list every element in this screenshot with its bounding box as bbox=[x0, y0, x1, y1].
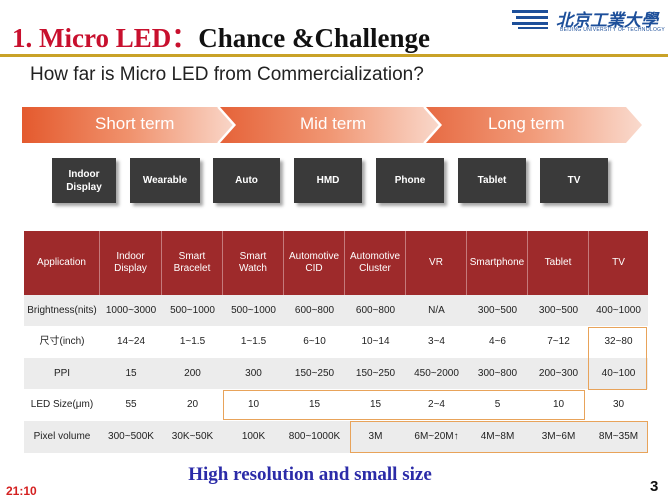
category-hmd: HMD bbox=[294, 158, 362, 203]
table-cell: 14~24 bbox=[100, 326, 162, 358]
slide-title-prefix: 1. Micro LED： bbox=[12, 23, 199, 53]
table-cell: 尺寸(inch) bbox=[24, 326, 100, 358]
title-rule bbox=[0, 54, 668, 57]
table-cell: 450~2000 bbox=[406, 358, 467, 389]
table-cell: 4~6 bbox=[467, 326, 528, 358]
table-cell: 300~500K bbox=[100, 421, 162, 453]
category-indoor-display: Indoor Display bbox=[52, 158, 116, 203]
table-cell: 30 bbox=[589, 389, 648, 421]
table-cell: 3~4 bbox=[406, 326, 467, 358]
category-auto: Auto bbox=[213, 158, 280, 203]
table-cell: 300~800 bbox=[467, 358, 528, 389]
table-cell: 6~10 bbox=[284, 326, 345, 358]
table-cell: 15 bbox=[345, 389, 406, 421]
logo-name: 北京工業大學 bbox=[556, 11, 658, 31]
table-cell: N/A bbox=[406, 295, 467, 326]
caption: High resolution and small size bbox=[188, 464, 432, 485]
table-row-pixel-volume: Pixel volume 300~500K 30K~50K 100K 800~1… bbox=[24, 421, 648, 453]
table-row-brightness: Brightness(nits) 1000~3000 500~1000 500~… bbox=[24, 295, 648, 326]
table-cell: Pixel volume bbox=[24, 421, 100, 453]
table-cell: 15 bbox=[284, 389, 345, 421]
question-heading: How far is Micro LED from Commercializat… bbox=[30, 64, 424, 85]
table-cell: 20 bbox=[162, 389, 223, 421]
timeline-arrow: Short term Mid term Long term bbox=[22, 107, 642, 143]
slide-title-suffix: Chance &Challenge bbox=[198, 23, 430, 53]
table-cell: 4M~8M bbox=[467, 421, 528, 453]
category-wearable: Wearable bbox=[130, 158, 200, 203]
table-row-led-size: LED Size(μm) 55 20 10 15 15 2~4 5 10 30 bbox=[24, 389, 648, 421]
table-header-cell: Indoor Display bbox=[100, 231, 162, 295]
table-cell: 1~1.5 bbox=[162, 326, 223, 358]
table-cell: 600~800 bbox=[345, 295, 406, 326]
table-cell: 3M bbox=[345, 421, 406, 453]
table-cell: 55 bbox=[100, 389, 162, 421]
category-tv: TV bbox=[540, 158, 608, 203]
table-cell: 200~300 bbox=[528, 358, 589, 389]
table-cell: 32~80 bbox=[589, 326, 648, 358]
table-cell: 3M~6M bbox=[528, 421, 589, 453]
table-header-cell: Smart Watch bbox=[223, 231, 284, 295]
table-cell: 30K~50K bbox=[162, 421, 223, 453]
category-tablet: Tablet bbox=[458, 158, 526, 203]
timeline-segment-long bbox=[426, 107, 642, 143]
table-cell: 200 bbox=[162, 358, 223, 389]
table-cell: 8M~35M bbox=[589, 421, 648, 453]
university-logo: 北京工業大學 BEIJING UNIVERSITY OF TECHNOLOGY bbox=[512, 8, 665, 34]
table-cell: 100K bbox=[223, 421, 284, 453]
phase-long-term: Long term bbox=[488, 114, 565, 133]
table-cell: 500~1000 bbox=[223, 295, 284, 326]
timeline-segment-mid bbox=[220, 107, 440, 143]
timecode: 21:10 bbox=[6, 484, 37, 498]
table-cell: 2~4 bbox=[406, 389, 467, 421]
table-cell: 10 bbox=[223, 389, 284, 421]
table-row-size-inch: 尺寸(inch) 14~24 1~1.5 1~1.5 6~10 10~14 3~… bbox=[24, 326, 648, 358]
table-cell: 300~500 bbox=[528, 295, 589, 326]
table-cell: LED Size(μm) bbox=[24, 389, 100, 421]
table-header-cell: Automotive CID bbox=[284, 231, 345, 295]
table-cell: 15 bbox=[100, 358, 162, 389]
page-number: 3 bbox=[650, 478, 659, 495]
phase-mid-term: Mid term bbox=[300, 114, 367, 133]
table-cell: 10 bbox=[528, 389, 589, 421]
table-cell: 300~500 bbox=[467, 295, 528, 326]
table-cell: 300 bbox=[223, 358, 284, 389]
table-cell: 5 bbox=[467, 389, 528, 421]
logo-subtext: BEIJING UNIVERSITY OF TECHNOLOGY bbox=[560, 27, 665, 33]
table-header-cell: Automotive Cluster bbox=[345, 231, 406, 295]
table-header-cell: Tablet bbox=[528, 231, 589, 295]
table-cell: 500~1000 bbox=[162, 295, 223, 326]
table-header-cell: VR bbox=[406, 231, 467, 295]
table-cell: 10~14 bbox=[345, 326, 406, 358]
table-cell: 1000~3000 bbox=[100, 295, 162, 326]
table-cell: 1~1.5 bbox=[223, 326, 284, 358]
category-phone: Phone bbox=[376, 158, 444, 203]
table-header-cell: TV bbox=[589, 231, 648, 295]
table-cell: Brightness(nits) bbox=[24, 295, 100, 326]
phase-short-term: Short term bbox=[95, 114, 175, 133]
timeline-segment-short bbox=[22, 107, 234, 143]
table-cell: 6M~20M↑ bbox=[406, 421, 467, 453]
table-cell: 800~1000K bbox=[284, 421, 345, 453]
table-cell: 150~250 bbox=[284, 358, 345, 389]
table-header-cell: Smart Bracelet bbox=[162, 231, 223, 295]
table-header-cell: Smartphone bbox=[467, 231, 528, 295]
table-header-row: Application Indoor Display Smart Bracelet … bbox=[24, 231, 648, 295]
table-header-cell: Application bbox=[24, 231, 100, 295]
slide-title: 1. Micro LED：Chance &Challenge bbox=[12, 16, 430, 54]
table-cell: 600~800 bbox=[284, 295, 345, 326]
university-emblem-icon bbox=[512, 10, 548, 29]
table-cell: PPI bbox=[24, 358, 100, 389]
table-cell: 7~12 bbox=[528, 326, 589, 358]
table-cell: 400~1000 bbox=[589, 295, 648, 326]
table-cell: 150~250 bbox=[345, 358, 406, 389]
table-row-ppi: PPI 15 200 300 150~250 150~250 450~2000 … bbox=[24, 358, 648, 389]
table-cell: 40~100 bbox=[589, 358, 648, 389]
